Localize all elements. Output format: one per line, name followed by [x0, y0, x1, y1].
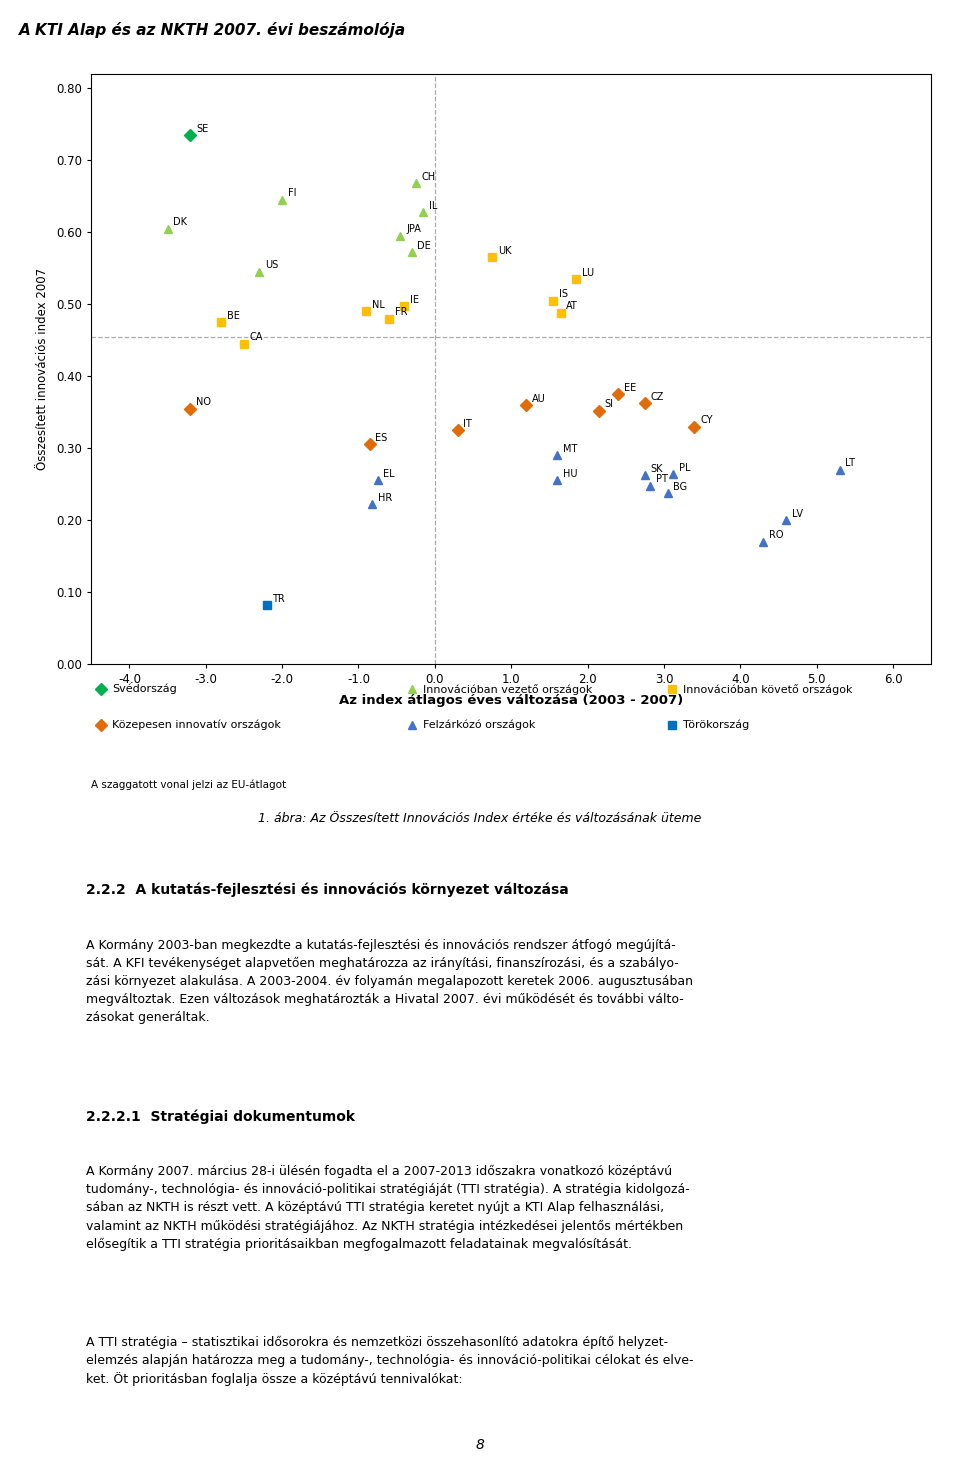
Text: AU: AU [532, 393, 546, 404]
Text: Közepesen innovatív országok: Közepesen innovatív országok [112, 720, 281, 731]
Text: Felzárkózó országok: Felzárkózó országok [423, 720, 536, 731]
Text: Törökország: Törökország [684, 720, 750, 731]
Text: A KTI Alap és az NKTH 2007. évi beszámolója: A KTI Alap és az NKTH 2007. évi beszámol… [19, 22, 406, 38]
Text: A Kormány 2003-ban megkezdte a kutatás-fejlesztési és innovációs rendszer átfogó: A Kormány 2003-ban megkezdte a kutatás-f… [86, 939, 693, 1025]
Text: ES: ES [375, 433, 388, 444]
Text: BE: BE [227, 311, 239, 321]
Text: Innovációban vezető országok: Innovációban vezető országok [423, 683, 592, 695]
Text: EE: EE [624, 383, 636, 393]
Text: LU: LU [582, 268, 594, 278]
Text: PT: PT [656, 475, 667, 484]
Text: A Kormány 2007. március 28-i ülésén fogadta el a 2007-2013 időszakra vonatkozó k: A Kormány 2007. március 28-i ülésén foga… [86, 1165, 690, 1251]
Text: EL: EL [383, 469, 395, 479]
Text: BG: BG [673, 482, 687, 493]
Y-axis label: Összesített innovációs index 2007: Összesített innovációs index 2007 [36, 268, 49, 470]
Text: LT: LT [845, 458, 855, 469]
Text: LV: LV [792, 509, 803, 519]
Text: PL: PL [679, 463, 690, 473]
Text: Innovációban követő országok: Innovációban követő országok [684, 683, 852, 695]
Text: JPA: JPA [406, 225, 420, 235]
Text: NL: NL [372, 300, 385, 311]
Text: MT: MT [563, 444, 577, 454]
Text: SK: SK [650, 464, 663, 475]
Text: NO: NO [196, 398, 211, 407]
Text: DE: DE [418, 241, 431, 251]
Text: HR: HR [378, 493, 392, 503]
Text: FI: FI [288, 188, 297, 198]
Text: AT: AT [566, 302, 578, 312]
Text: HU: HU [563, 469, 577, 479]
Text: CA: CA [250, 333, 263, 342]
Text: IT: IT [464, 419, 472, 429]
Text: 2.2.2.1  Stratégiai dokumentumok: 2.2.2.1 Stratégiai dokumentumok [86, 1109, 355, 1124]
Text: IE: IE [410, 294, 419, 305]
Text: 2.2.2  A kutatás-fejlesztési és innovációs környezet változása: 2.2.2 A kutatás-fejlesztési és innováció… [86, 883, 569, 898]
Text: RO: RO [769, 531, 783, 540]
Text: 8: 8 [475, 1439, 485, 1452]
Text: 1. ábra: Az Összesített Innovációs Index értéke és változásának üteme: 1. ábra: Az Összesített Innovációs Index… [258, 812, 702, 825]
Text: SE: SE [196, 124, 208, 133]
Text: A TTI stratégia – statisztikai idősorokra és nemzetközi összehasonlító adatokra : A TTI stratégia – statisztikai idősorokr… [86, 1336, 694, 1386]
Text: Svédország: Svédország [112, 683, 177, 694]
Text: CH: CH [421, 172, 436, 182]
Text: CY: CY [700, 416, 712, 424]
Text: TR: TR [273, 593, 285, 603]
Text: DK: DK [173, 217, 187, 228]
Text: SI: SI [605, 399, 613, 410]
Text: UK: UK [497, 246, 511, 256]
Text: A szaggatott vonal jelzi az EU-átlagot: A szaggatott vonal jelzi az EU-átlagot [91, 779, 286, 790]
Text: IS: IS [559, 290, 567, 299]
Text: IL: IL [429, 201, 438, 210]
X-axis label: Az index átlagos éves változása (2003 - 2007): Az index átlagos éves változása (2003 - … [339, 694, 684, 707]
Text: US: US [265, 260, 278, 271]
Text: CZ: CZ [650, 392, 663, 402]
Text: FR: FR [395, 308, 407, 317]
